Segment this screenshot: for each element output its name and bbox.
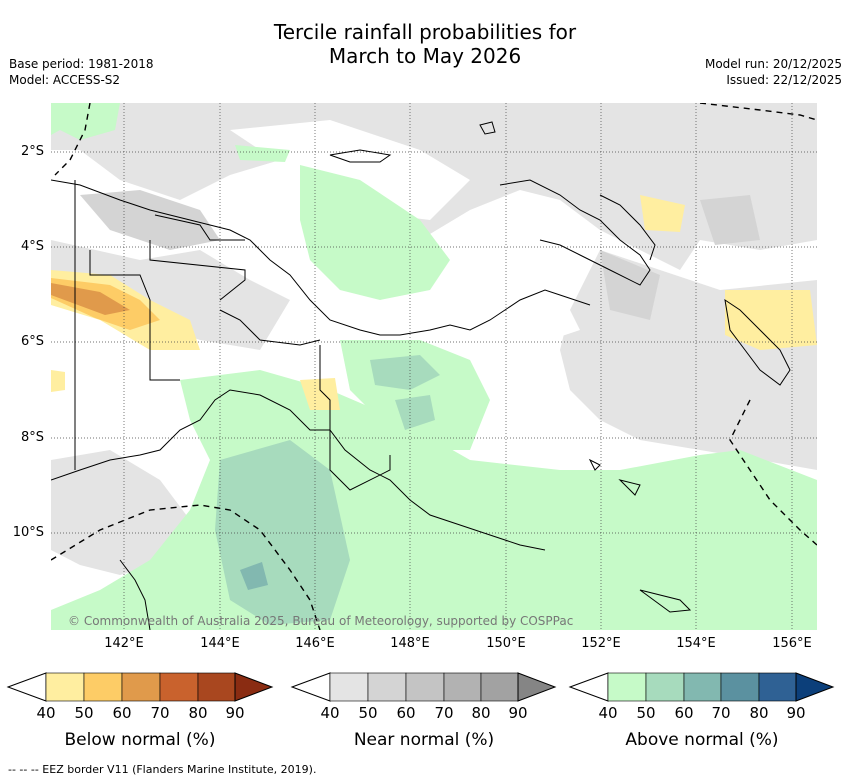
lon-label: 148°E	[390, 636, 430, 651]
above-normal-60	[240, 562, 268, 590]
lon-label: 144°E	[200, 636, 240, 651]
colorbar-near-swatch-80	[480, 672, 519, 702]
normal-gap-1	[230, 120, 470, 220]
lon-label: 150°E	[486, 636, 526, 651]
below-normal-region-island	[640, 195, 685, 232]
colorbar-above-swatch-40	[607, 672, 647, 702]
lat-label: 6°S	[20, 334, 44, 349]
lon-label: 152°E	[581, 636, 621, 651]
title-line-1: Tercile rainfall probabilities for	[273, 20, 577, 44]
colorbar-near-swatch-40	[329, 672, 369, 702]
lon-label: 156°E	[772, 636, 812, 651]
colorbar-tick: 60	[396, 704, 416, 722]
normal-gap-2	[430, 280, 580, 350]
colorbar-above-swatch-70	[720, 672, 760, 702]
colorbar-near-normal	[290, 672, 557, 702]
colorbar-tick: 70	[150, 704, 170, 722]
colorbar-tick: 50	[74, 704, 94, 722]
colorbar-tick: 50	[636, 704, 656, 722]
colorbar-tick: 80	[749, 704, 769, 722]
near-normal-region-west	[51, 240, 290, 350]
coast-bougainville	[724, 298, 791, 386]
colorbar-above-swatch-60	[683, 672, 722, 702]
near-normal-darker-1	[80, 190, 220, 250]
eez-borders	[51, 103, 817, 630]
colorbar-near-swatch-70	[443, 672, 482, 702]
colorbar-below-swatch-60	[121, 672, 161, 702]
near-normal-region-sw	[51, 450, 190, 575]
colorbar-tick: 80	[471, 704, 491, 722]
colorbar-tick: 50	[358, 704, 378, 722]
colorbar-below-swatch-50	[83, 672, 123, 702]
colorbar-tick: 80	[188, 704, 208, 722]
lat-label: 10°S	[12, 525, 44, 540]
coastlines	[51, 121, 791, 630]
title-line-2: March to May 2026	[328, 44, 522, 68]
colorbar-above-arrow-high	[795, 672, 835, 702]
colorbar-near-arrow-high	[517, 672, 557, 702]
lon-label: 142°E	[104, 636, 144, 651]
colorbar-title-above: Above normal (%)	[625, 730, 779, 750]
lat-label: 4°S	[20, 239, 44, 254]
above-normal-region-central	[300, 165, 450, 300]
colorbar-tick: 90	[225, 704, 245, 722]
above-normal-region-north-1	[51, 103, 120, 140]
province-borders	[74, 180, 391, 491]
colorbar-below-swatch-70	[159, 672, 199, 702]
colorbar-below-arrow-low	[6, 672, 47, 702]
colorbar-above-swatch-50	[645, 672, 685, 702]
colorbar-below-arrow-high	[234, 672, 274, 702]
colorbar-title-below: Below normal (%)	[64, 730, 216, 750]
colorbar-tick: 40	[598, 704, 618, 722]
colorbar-above-swatch-80	[758, 672, 797, 702]
gridlines	[51, 103, 817, 630]
above-normal-50-3	[395, 395, 435, 430]
eez-legend: -- -- -- EEZ border V11 (Flanders Marine…	[8, 763, 317, 776]
colorbar-tick: 90	[508, 704, 528, 722]
colorbar-above-arrow-low	[568, 672, 609, 702]
lon-label: 146°E	[295, 636, 335, 651]
lat-label: 8°S	[20, 430, 44, 445]
model-name: Model: ACCESS-S2	[9, 73, 121, 87]
below-normal-region-small-2	[51, 370, 65, 392]
colorbar-near-swatch-50	[367, 672, 407, 702]
colorbar-tick: 60	[112, 704, 132, 722]
above-normal-50-2	[370, 355, 440, 390]
colorbar-tick: 90	[786, 704, 806, 722]
copyright-note: © Commonwealth of Australia 2025, Bureau…	[68, 614, 574, 628]
colorbar-below-normal	[6, 672, 274, 702]
above-normal-region-north-2	[235, 145, 290, 162]
colorbars	[6, 672, 835, 702]
colorbar-title-near: Near normal (%)	[353, 730, 495, 750]
coast-new-ireland	[599, 194, 656, 261]
coast-new-guinea-north	[51, 179, 591, 336]
colorbar-tick: 40	[320, 704, 340, 722]
colorbar-tick: 70	[434, 704, 454, 722]
base-period: Base period: 1981-2018	[9, 57, 154, 71]
issued-date: Issued: 22/12/2025	[726, 73, 842, 87]
coast-manus	[329, 149, 392, 163]
lon-label: 154°E	[676, 636, 716, 651]
model-run: Model run: 20/12/2025	[704, 57, 842, 71]
near-normal-darker-2	[600, 250, 660, 320]
coast-australia-cape-york	[119, 559, 151, 630]
colorbar-tick: 40	[36, 704, 56, 722]
coast-new-guinea-south	[51, 389, 546, 551]
colorbar-below-swatch-40	[45, 672, 85, 702]
colorbar-tick: 70	[711, 704, 731, 722]
below-normal-region-east	[725, 290, 817, 350]
colorbar-tick: 60	[674, 704, 694, 722]
colorbar-near-arrow-low	[290, 672, 331, 702]
below-normal-60	[51, 283, 130, 315]
coast-islands	[479, 121, 692, 613]
colorbar-above-normal	[568, 672, 835, 702]
near-normal-darker-3	[700, 195, 760, 245]
lat-label: 2°S	[20, 144, 44, 159]
coast-new-britain	[499, 179, 651, 286]
colorbar-below-swatch-80	[197, 672, 236, 702]
colorbar-near-swatch-60	[405, 672, 445, 702]
